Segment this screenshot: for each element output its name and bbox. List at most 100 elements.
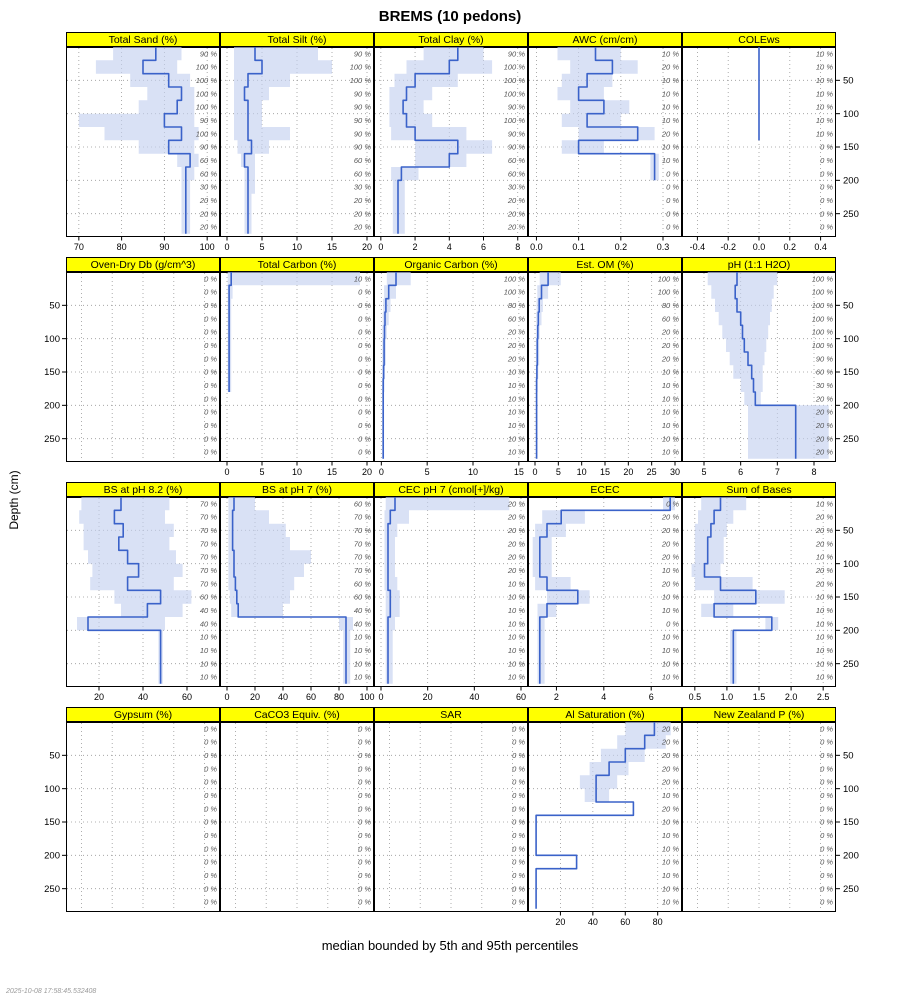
- contributing-fraction-label: 80 %: [508, 301, 525, 310]
- panel-strip-title: SAR: [374, 707, 528, 722]
- contributing-fraction-label: 0 %: [512, 778, 525, 787]
- panel-x-axis: 0.0 0.1 0.2 0.3: [530, 237, 669, 252]
- contributing-fraction-label: 10 %: [508, 659, 525, 668]
- percentile-band: [707, 272, 829, 459]
- contributing-fraction-label: 20 %: [199, 223, 217, 232]
- svg-text:200: 200: [843, 401, 859, 412]
- panel-plot-area: 90 % 100 % 100 % 100 % 90 % 100 % 90 % 90 % 60 %…: [374, 47, 528, 237]
- contributing-fraction-label: 70 %: [354, 566, 371, 575]
- panel-row-2: 50 100 150 200 250 Oven-Dry Db (g/cm^3) 0 % 0 %…: [12, 257, 900, 478]
- contributing-fraction-label: 10 %: [508, 619, 525, 628]
- contributing-fraction-label: 100 %: [504, 288, 526, 297]
- panel-x-axis: 0 5 10 15 20: [224, 462, 372, 477]
- contributing-fraction-label: 60 %: [816, 368, 833, 377]
- svg-text:10: 10: [577, 467, 587, 477]
- contributing-fraction-label: 70 %: [200, 553, 217, 562]
- contributing-fraction-label: 90 %: [354, 89, 371, 98]
- contributing-fraction-label: 20 %: [815, 448, 833, 457]
- median-line: [535, 272, 549, 459]
- percentile-band: [384, 497, 510, 684]
- panel-x-axis: 0.5 1.0 1.5 2.0 2.5: [689, 687, 829, 702]
- panel-x-axis: [682, 912, 836, 928]
- contributing-fraction-label: 0 %: [358, 778, 371, 787]
- contributing-fraction-label: 10 %: [508, 673, 525, 682]
- svg-text:200: 200: [843, 626, 859, 637]
- contributing-fraction-label: 0 %: [358, 301, 371, 310]
- contributing-fraction-label: 20 %: [661, 804, 679, 813]
- contributing-fraction-label: 20 %: [353, 196, 371, 205]
- panel-ph-1-1-h2o: pH (1:1 H2O) 100 % 100 % 100 % 100 % 100 % 100…: [682, 257, 836, 478]
- svg-text:200: 200: [44, 851, 60, 862]
- y-axis-title: Depth (cm): [7, 470, 21, 530]
- panel-sum-of-bases: Sum of Bases 10 % 20 % 20 % 20 % 10 % 20 % 20 %…: [682, 482, 836, 703]
- svg-text:100: 100: [843, 784, 859, 795]
- contributing-fraction-label: 10 %: [816, 606, 833, 615]
- median-line: [387, 497, 396, 684]
- panel-x-axis: 0 5 10 15: [379, 462, 524, 477]
- contributing-fraction-label: 10 %: [662, 566, 679, 575]
- panel-strip-title: BS at pH 7 (%): [220, 482, 374, 497]
- median-line: [228, 272, 232, 392]
- panel-strip-title: CEC pH 7 (cmol[+]/kg): [374, 482, 528, 497]
- contributing-fraction-label: 10 %: [816, 103, 833, 112]
- panel-x-axis: 0 5 10 15 20: [224, 237, 372, 252]
- panel-strip-title: New Zealand P (%): [682, 707, 836, 722]
- svg-text:5: 5: [259, 242, 264, 252]
- panel-new-zealand-p: New Zealand P (%) 0 % 0 % 0 % 0 % 0 % 0 % 0 % 0 …: [682, 707, 836, 928]
- panel-x-axis: 2 4 6: [554, 687, 654, 702]
- contributing-fraction-label: 60 %: [508, 314, 525, 323]
- panel-plot-area: 10 % 20 % 20 % 20 % 10 % 20 % 20 % 10 % 10 % 10 %…: [682, 497, 836, 687]
- contributing-fraction-label: 10 %: [816, 63, 833, 72]
- contributing-fraction-label: 0 %: [358, 751, 371, 760]
- contributing-fraction-label: 10 %: [662, 156, 679, 165]
- contributing-fraction-label: 0 %: [666, 196, 679, 205]
- svg-text:40: 40: [588, 917, 598, 927]
- contributing-fraction-label: 10 %: [816, 673, 833, 682]
- contributing-fraction-label: 0 %: [358, 354, 371, 363]
- contributing-fraction-label: 0 %: [820, 844, 833, 853]
- contributing-fraction-label: 0 %: [820, 871, 833, 880]
- contributing-fraction-label: 0 %: [204, 314, 217, 323]
- svg-text:60: 60: [182, 692, 192, 702]
- contributing-fraction-label: 0 %: [204, 898, 217, 907]
- svg-text:200: 200: [843, 851, 859, 862]
- panel-x-axis: 20 40 60 80: [555, 912, 663, 927]
- contributing-fraction-label: 0 %: [666, 183, 679, 192]
- panel-strip-title: Total Carbon (%): [220, 257, 374, 272]
- contributing-fraction-label: 90 %: [354, 143, 371, 152]
- contributing-fraction-label: 10 %: [816, 593, 833, 602]
- svg-text:6: 6: [738, 467, 743, 477]
- contributing-fraction-label: 0 %: [820, 223, 833, 232]
- contributing-fraction-label: 0 %: [512, 804, 525, 813]
- contributing-fraction-label: 0 %: [358, 818, 371, 827]
- panel-oven-dry-db-g-cm-3: Oven-Dry Db (g/cm^3) 0 % 0 % 0 % 0 % 0 % 0 % 0 …: [66, 257, 220, 478]
- panel-plot-area: 0 % 0 % 0 % 0 % 0 % 0 % 0 % 0 % 0 % 0 % 0 % 0 % 0 % 0…: [66, 722, 220, 912]
- contributing-fraction-label: 20 %: [507, 196, 525, 205]
- svg-text:15: 15: [327, 467, 337, 477]
- contributing-fraction-label: 0 %: [358, 831, 371, 840]
- contributing-fraction-label: 10 %: [354, 274, 371, 283]
- contributing-fraction-label: 0 %: [820, 209, 833, 218]
- svg-text:10: 10: [468, 467, 478, 477]
- contributing-fraction-label: 10 %: [200, 633, 217, 642]
- contributing-fraction-label: 0 %: [358, 764, 371, 773]
- percentile-band: [234, 47, 332, 234]
- contributing-fraction-label: 60 %: [354, 593, 371, 602]
- figure-title: BREMS (10 pedons): [378, 8, 522, 25]
- contributing-fraction-label: 0 %: [820, 751, 833, 760]
- svg-text:-0.2: -0.2: [720, 242, 736, 252]
- contributing-fraction-label: 20 %: [661, 778, 679, 787]
- contributing-fraction-label: 0 %: [204, 354, 217, 363]
- median-line: [535, 722, 656, 909]
- svg-text:0: 0: [532, 467, 537, 477]
- panel-plot-area: 10 % 20 % 10 % 10 % 10 % 10 % 20 % 10 % 10 % 0 % 0…: [528, 47, 682, 237]
- panel-strip-title: Total Silt (%): [220, 32, 374, 47]
- contributing-fraction-label: 0 %: [358, 394, 371, 403]
- contributing-fraction-label: 70 %: [200, 539, 217, 548]
- svg-text:250: 250: [843, 884, 859, 895]
- contributing-fraction-label: 10 %: [200, 659, 217, 668]
- contributing-fraction-label: 0 %: [820, 804, 833, 813]
- panel-x-axis: [374, 912, 528, 928]
- panel-ecec: ECEC 0 % 20 % 20 % 20 % 20 % 10 % 20 % 10 % 10 % 0…: [528, 482, 682, 703]
